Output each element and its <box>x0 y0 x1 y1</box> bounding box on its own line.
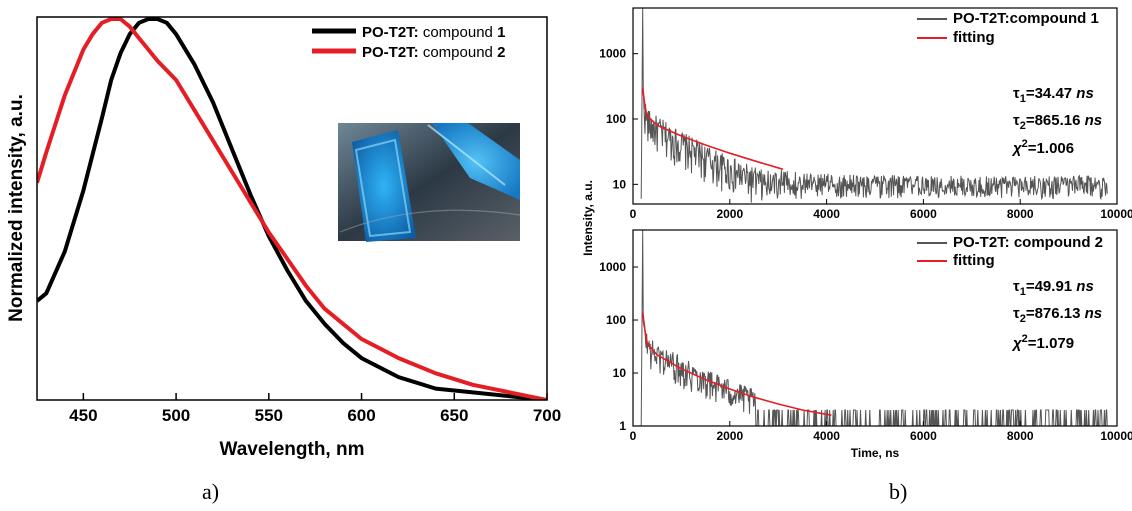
x-tick-label: 4000 <box>813 207 840 221</box>
x-tick-label: 4000 <box>813 429 840 443</box>
x-tick-label: 6000 <box>910 207 937 221</box>
panel-b-top-frame <box>632 7 1118 205</box>
x-tick-label: 2000 <box>716 429 743 443</box>
x-tick-label: 550 <box>255 406 283 425</box>
chi-value-1: =1.006 <box>1028 140 1074 157</box>
panel-b-bottom-frame <box>632 229 1118 427</box>
y-tick-label: 100 <box>606 313 626 327</box>
series-line-compound-1 <box>37 17 547 400</box>
decay-trace-2 <box>640 230 1108 426</box>
panel-b-top-series <box>640 8 1108 203</box>
x-tick-label: 8000 <box>1007 207 1034 221</box>
fit-curve-1 <box>641 87 784 171</box>
y-tick-label: 10 <box>613 366 627 380</box>
svg-text:τ1=49.91 ns: τ1=49.91 ns <box>1013 278 1094 298</box>
x-tick-label: 0 <box>630 207 637 221</box>
legend-fitting-2: fitting <box>953 252 995 269</box>
panel-b-top-legend: PO-T2T:compound 1 fitting <box>917 10 1099 46</box>
panel-b-bottom-ticks: 0 2000 4000 6000 8000 10000 1 10 100 1000 <box>599 260 1132 443</box>
svg-text:τ2=876.13 ns: τ2=876.13 ns <box>1013 305 1102 325</box>
tau2-value-1: =865.16 <box>1026 112 1081 129</box>
x-tick-label: 600 <box>347 406 375 425</box>
svg-text:τ2=865.16 ns: τ2=865.16 ns <box>1013 112 1102 132</box>
panel-b-y-axis-title: Intensity, a.u. <box>581 180 595 256</box>
panel-b-top-ticks: 0 2000 4000 6000 8000 10000 10 100 1000 <box>599 47 1132 221</box>
legend-entry-compound-1: PO-T2T: compound 1 <box>362 24 505 41</box>
svg-text:τ1=34.47 ns: τ1=34.47 ns <box>1013 85 1094 105</box>
decay-trace-1 <box>640 8 1108 203</box>
y-tick-label: 1000 <box>599 260 626 274</box>
series-line-compound-2 <box>37 17 547 400</box>
svg-text:χ2=1.079: χ2=1.079 <box>1011 333 1074 352</box>
panel-a-frame <box>36 16 548 401</box>
panel-b-bottom-series <box>640 230 1108 426</box>
panel-a: 450 500 550 600 650 700 Wavelength, nm Normal… <box>6 16 561 504</box>
panel-a-series <box>37 17 547 400</box>
legend-entry-compound-2: PO-T2T: compound 2 <box>362 44 505 61</box>
panel-a-y-axis-title: Normalized intensity, a.u. <box>6 94 27 322</box>
panel-b-bottom-fit-params: τ1=49.91 ns τ2=876.13 ns χ2=1.079 <box>1011 278 1102 352</box>
panel-a-label: a) <box>202 479 219 504</box>
panel-b-x-axis-title: Time, ns <box>851 446 900 460</box>
x-tick-label: 0 <box>630 429 637 443</box>
x-tick-label: 10000 <box>1100 429 1132 443</box>
panel-b-bottom-legend: PO-T2T: compound 2 fitting <box>917 234 1103 269</box>
svg-text:χ2=1.006: χ2=1.006 <box>1011 138 1074 157</box>
y-tick-label: 1 <box>619 419 626 433</box>
x-tick-label: 650 <box>440 406 468 425</box>
x-tick-label: 6000 <box>910 429 937 443</box>
tau2-value-2: =876.13 <box>1026 305 1081 322</box>
inset-photo <box>338 123 521 242</box>
legend-decay-compound-2: PO-T2T: compound 2 <box>953 234 1103 251</box>
tau1-value-1: =34.47 <box>1026 85 1072 102</box>
fit-curve-2 <box>641 312 832 416</box>
y-tick-label: 10 <box>613 177 627 191</box>
legend-fitting-1: fitting <box>953 29 995 46</box>
x-tick-label: 2000 <box>716 207 743 221</box>
tau1-value-2: =49.91 <box>1026 278 1072 295</box>
panel-a-legend: PO-T2T: compound 1 PO-T2T: compound 2 <box>312 24 505 61</box>
x-tick-label: 10000 <box>1100 207 1132 221</box>
legend-decay-compound-1: PO-T2T:compound 1 <box>953 10 1099 27</box>
x-tick-label: 450 <box>69 406 97 425</box>
panel-b-label: b) <box>889 479 907 504</box>
panel-a-x-ticks: 450 500 550 600 650 700 <box>69 393 561 425</box>
x-tick-label: 500 <box>162 406 190 425</box>
chi-value-2: =1.079 <box>1028 335 1074 352</box>
panel-b-top-fit-params: τ1=34.47 ns τ2=865.16 ns χ2=1.006 <box>1011 85 1102 157</box>
y-tick-label: 1000 <box>599 47 626 61</box>
x-tick-label: 700 <box>533 406 561 425</box>
x-tick-label: 8000 <box>1007 429 1034 443</box>
y-tick-label: 100 <box>606 112 626 126</box>
panel-a-x-axis-title: Wavelength, nm <box>220 439 365 460</box>
